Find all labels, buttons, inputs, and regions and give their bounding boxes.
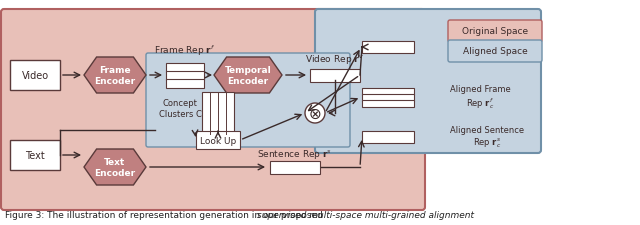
FancyBboxPatch shape xyxy=(10,61,60,91)
FancyBboxPatch shape xyxy=(166,63,204,72)
FancyBboxPatch shape xyxy=(202,93,234,134)
FancyBboxPatch shape xyxy=(146,54,350,147)
Text: Aligned Frame
Rep $\mathbf{r}_c^f$: Aligned Frame Rep $\mathbf{r}_c^f$ xyxy=(450,85,511,110)
FancyBboxPatch shape xyxy=(310,69,360,82)
Text: Temporal
Encoder: Temporal Encoder xyxy=(225,66,271,85)
FancyBboxPatch shape xyxy=(362,42,414,54)
Text: Aligned Sentence
Rep $\mathbf{r}_c^s$: Aligned Sentence Rep $\mathbf{r}_c^s$ xyxy=(450,125,524,149)
FancyBboxPatch shape xyxy=(315,10,541,153)
Text: Figure 3: The illustration of representation generation in our proposed: Figure 3: The illustration of representa… xyxy=(5,211,326,220)
Text: Text
Encoder: Text Encoder xyxy=(95,158,136,177)
Text: Frame
Encoder: Frame Encoder xyxy=(95,66,136,85)
FancyBboxPatch shape xyxy=(270,161,320,174)
Polygon shape xyxy=(214,58,282,94)
Text: Aligned Video
Rep $\mathbf{r}_c^v$: Aligned Video Rep $\mathbf{r}_c^v$ xyxy=(450,31,508,55)
Text: Video Rep $\mathbf{r}^v$: Video Rep $\mathbf{r}^v$ xyxy=(305,53,365,66)
Text: Aligned Space: Aligned Space xyxy=(463,47,527,56)
FancyBboxPatch shape xyxy=(448,21,542,43)
FancyBboxPatch shape xyxy=(10,140,60,170)
FancyBboxPatch shape xyxy=(362,100,414,107)
FancyBboxPatch shape xyxy=(362,94,414,101)
FancyBboxPatch shape xyxy=(166,79,204,88)
FancyBboxPatch shape xyxy=(1,10,425,210)
Circle shape xyxy=(305,104,325,124)
Polygon shape xyxy=(84,149,146,185)
FancyBboxPatch shape xyxy=(166,71,204,80)
FancyBboxPatch shape xyxy=(196,131,240,149)
Text: Original Space: Original Space xyxy=(462,27,528,36)
FancyBboxPatch shape xyxy=(448,41,542,63)
Text: Look Up: Look Up xyxy=(200,136,236,145)
Text: $\otimes$: $\otimes$ xyxy=(308,106,322,121)
Text: Sentence Rep $\mathbf{r}^s$: Sentence Rep $\mathbf{r}^s$ xyxy=(257,147,333,160)
Text: Video: Video xyxy=(21,71,49,81)
Text: Text: Text xyxy=(25,150,45,160)
Polygon shape xyxy=(84,58,146,94)
Text: Concept
Clusters C: Concept Clusters C xyxy=(159,99,202,118)
FancyBboxPatch shape xyxy=(362,88,414,95)
Text: supervised multi-space multi-grained alignment: supervised multi-space multi-grained ali… xyxy=(257,211,474,220)
Text: Frame Rep $\mathbf{r}^f$: Frame Rep $\mathbf{r}^f$ xyxy=(154,43,216,58)
FancyBboxPatch shape xyxy=(362,131,414,143)
